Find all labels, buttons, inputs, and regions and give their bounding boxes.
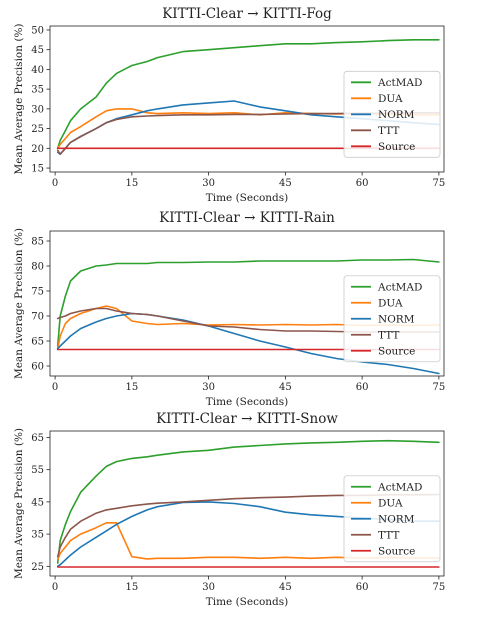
x-tick-label: 15	[126, 178, 139, 189]
x-axis-label: Time (Seconds)	[206, 396, 289, 408]
y-tick-label: 15	[31, 164, 44, 175]
chart-title: KITTI-Clear → KITTI-Rain	[159, 210, 335, 226]
y-tick-label: 75	[31, 287, 44, 298]
y-axis-label: Mean Average Precision (%)	[13, 23, 25, 174]
legend-label-ttt: TTT	[378, 125, 399, 137]
x-tick-label: 60	[356, 382, 369, 393]
y-tick-label: 35	[31, 530, 44, 541]
x-tick-label: 15	[126, 382, 139, 393]
subplot-3: KITTI-Clear → KITTI-Snow 0 15 30 45 60 75 25 35 4…	[13, 411, 445, 608]
x-tick-label: 0	[52, 582, 58, 593]
chart-title: KITTI-Clear → KITTI-Snow	[156, 411, 338, 427]
legend-label-source: Source	[378, 545, 415, 557]
plot-frame	[49, 430, 445, 577]
series-line-actmad	[56, 38, 440, 150]
y-tick-label: 60	[31, 362, 44, 373]
x-tick-label: 75	[433, 582, 446, 593]
legend-label-actmad: ActMAD	[377, 481, 422, 493]
subplot-2: KITTI-Clear → KITTI-Rain 0 15 30 45 60 75 60 65 7…	[13, 210, 445, 408]
x-tick-label: 30	[202, 382, 215, 393]
y-tick-label: 65	[31, 433, 44, 444]
x-tick-label: 45	[279, 178, 292, 189]
y-tick-label: 85	[31, 237, 44, 248]
legend-box	[343, 475, 441, 563]
legend-label-source: Source	[378, 345, 415, 357]
y-axis-label: Mean Average Precision (%)	[13, 428, 25, 579]
y-tick-label: 35	[31, 85, 44, 96]
chart-title: KITTI-Clear → KITTI-Fog	[162, 6, 332, 22]
y-axis-label: Mean Average Precision (%)	[13, 228, 25, 379]
legend-label-norm: NORM	[378, 513, 415, 525]
y-tick-label: 45	[31, 45, 44, 56]
y-tick-label: 80	[31, 262, 44, 273]
y-tick-label: 25	[31, 562, 44, 573]
x-tick-label: 15	[126, 582, 139, 593]
legend-label-dua: DUA	[378, 93, 403, 105]
y-tick-label: 65	[31, 337, 44, 348]
x-tick-label: 75	[433, 178, 446, 189]
legend-label-actmad: ActMAD	[377, 77, 422, 89]
x-tick-label: 45	[279, 582, 292, 593]
subplot-1: KITTI-Clear → KITTI-Fog 0 15 30 45 60 75 15 20 25…	[13, 6, 445, 204]
x-tick-label: 60	[356, 178, 369, 189]
y-tick-label: 40	[31, 65, 44, 76]
y-tick-label: 25	[31, 124, 44, 135]
y-tick-label: 50	[31, 25, 44, 36]
y-tick-label: 20	[31, 144, 44, 155]
legend-label-ttt: TTT	[378, 529, 399, 541]
legend-label-dua: DUA	[378, 497, 403, 509]
x-axis-label: Time (Seconds)	[206, 192, 289, 204]
y-tick-label: 70	[31, 312, 44, 323]
series-line-actmad	[56, 258, 440, 347]
legend-label-dua: DUA	[378, 297, 403, 309]
series-line-actmad	[56, 439, 440, 564]
x-tick-label: 30	[202, 178, 215, 189]
legend-label-norm: NORM	[378, 313, 415, 325]
y-tick-label: 55	[31, 465, 44, 476]
plot-frame	[49, 230, 445, 377]
legend: ActMAD DUA NORM TTT Source	[343, 475, 441, 563]
x-axis-label: Time (Seconds)	[206, 596, 289, 608]
x-tick-label: 0	[52, 178, 58, 189]
legend-label-norm: NORM	[378, 109, 415, 121]
legend-box	[343, 275, 441, 363]
x-tick-label: 75	[433, 382, 446, 393]
plot-frame	[49, 25, 445, 173]
y-tick-label: 45	[31, 497, 44, 508]
x-tick-label: 60	[356, 582, 369, 593]
x-tick-label: 0	[52, 382, 58, 393]
x-tick-label: 30	[202, 582, 215, 593]
x-tick-label: 45	[279, 382, 292, 393]
legend: ActMAD DUA NORM TTT Source	[343, 275, 441, 363]
legend-label-ttt: TTT	[378, 329, 399, 341]
legend-label-actmad: ActMAD	[377, 281, 422, 293]
legend-box	[343, 70, 441, 158]
y-tick-label: 30	[31, 104, 44, 115]
legend: ActMAD DUA NORM TTT Source	[343, 70, 441, 158]
legend-label-source: Source	[378, 141, 415, 153]
